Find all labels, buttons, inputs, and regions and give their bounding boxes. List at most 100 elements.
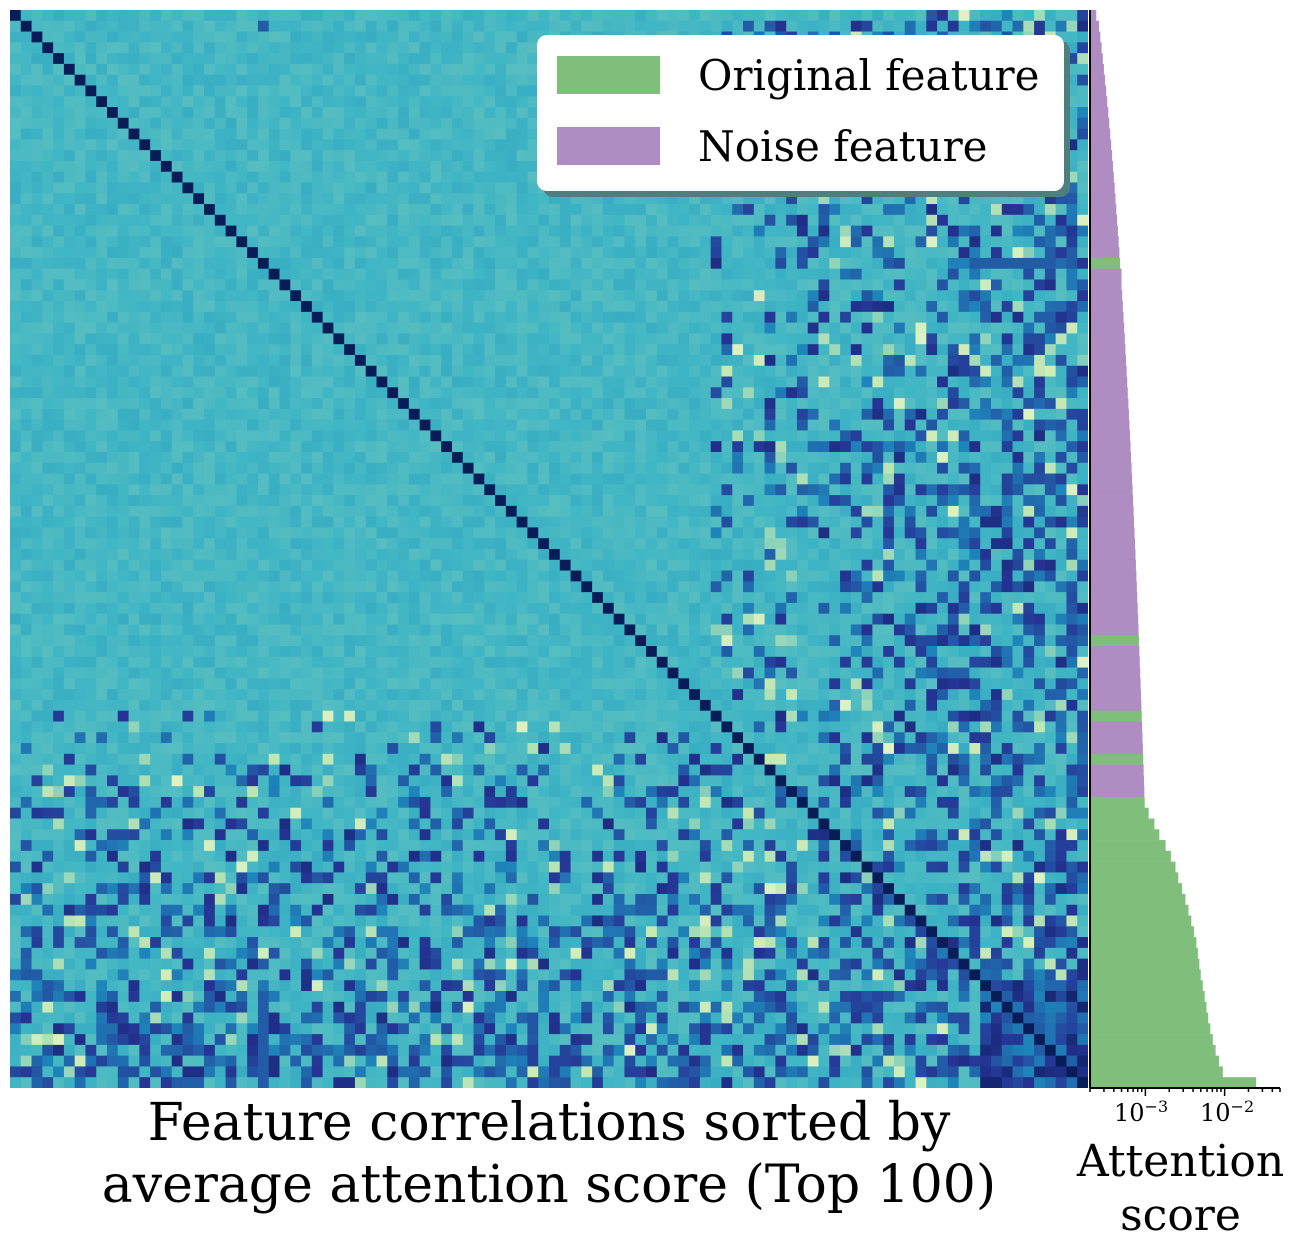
heatmap-cell [430,171,442,183]
heatmap-cell [516,139,528,151]
heatmap-cell [311,139,324,151]
heatmap-cell [139,214,151,226]
heatmap-cell [904,214,916,226]
heatmap-cell [236,344,248,356]
heatmap-cell [53,10,65,22]
heatmap-cell [807,10,819,22]
heatmap-cell [257,63,270,76]
heatmap-cell [365,31,377,43]
heatmap-cell [344,408,356,421]
heatmap-cell [63,268,76,280]
heatmap-cell [333,441,345,453]
heatmap-cell [969,376,981,388]
heatmap-cell [926,279,938,291]
heatmap-cell [570,204,582,216]
heatmap-cell [20,527,32,539]
heatmap-cell [430,398,442,410]
heatmap-cell [505,10,518,22]
heatmap-cell [333,451,345,464]
heatmap-cell [473,408,485,421]
heatmap-cell [193,365,205,377]
heatmap-cell [613,279,625,291]
heatmap-cell [581,527,593,539]
heatmap-cell [193,63,205,76]
heatmap-cell [926,268,938,280]
heatmap-cell [311,117,324,129]
heatmap-cell [344,214,356,226]
heatmap-cell [376,31,388,43]
heatmap-cell [290,257,302,270]
heatmap-cell [171,473,183,485]
heatmap-cell [117,96,129,108]
heatmap-cell [775,257,787,270]
heatmap-cell [451,128,464,140]
heatmap-cell [678,10,690,22]
heatmap-cell [107,290,119,302]
heatmap-cell [689,516,701,528]
heatmap-cell [96,495,108,507]
heatmap-cell [990,236,1003,248]
heatmap-cell [538,505,550,518]
heatmap-cell [484,257,496,270]
heatmap-cell [96,63,108,76]
heatmap-cell [462,160,474,173]
heatmap-cell [818,354,830,367]
heatmap-cell [10,96,22,108]
heatmap-cell [354,516,367,528]
heatmap-cell [268,257,280,270]
heatmap-cell [947,473,960,485]
heatmap-cell [398,344,410,356]
heatmap-cell [721,225,733,237]
heatmap-cell [441,182,453,194]
heatmap-cell [937,193,949,205]
heatmap-cell [937,484,949,496]
heatmap-cell [74,96,86,108]
heatmap-cell [764,484,776,496]
heatmap-cell [301,538,313,550]
heatmap-cell [290,85,302,97]
heatmap-cell [1034,193,1046,205]
heatmap-cell [581,516,593,528]
heatmap-cell [753,473,765,485]
heatmap-cell [63,538,76,550]
heatmap-cell [117,150,129,162]
heatmap-cell [42,344,54,356]
heatmap-cell [376,505,388,518]
heatmap-cell [419,376,431,388]
heatmap-cell [322,290,334,302]
heatmap-cell [311,538,324,550]
heatmap-cell [257,10,270,22]
heatmap-cell [193,279,205,291]
heatmap-cell [193,20,205,32]
heatmap-cell [1034,430,1046,442]
heatmap-cell [1055,344,1067,356]
heatmap-cell [807,301,819,313]
heatmap-cell [915,354,927,367]
heatmap-cell [1077,451,1088,464]
heatmap-cell [10,247,22,259]
heatmap-cell [150,462,162,474]
heatmap-cell [160,516,173,528]
heatmap-cell [354,344,367,356]
heatmap-cell [128,538,140,550]
heatmap-cell [732,311,744,324]
heatmap-cell [1066,204,1078,216]
heatmap-cell [926,354,938,367]
heatmap-cell [570,333,582,345]
heatmap-cell [430,527,442,539]
heatmap-cell [473,398,485,410]
heatmap-cell [301,128,313,140]
heatmap-cell [128,505,140,518]
heatmap-cell [63,53,76,65]
heatmap-cell [861,376,873,388]
heatmap-cell [850,322,863,334]
heatmap-cell [624,236,636,248]
heatmap-cell [344,333,356,345]
heatmap-cell [311,63,324,76]
heatmap-cell [980,451,992,464]
heatmap-cell [613,505,625,518]
heatmap-cell [74,117,86,129]
heatmap-cell [365,42,377,54]
heatmap-cell [743,10,755,22]
heatmap-cell [160,322,173,334]
